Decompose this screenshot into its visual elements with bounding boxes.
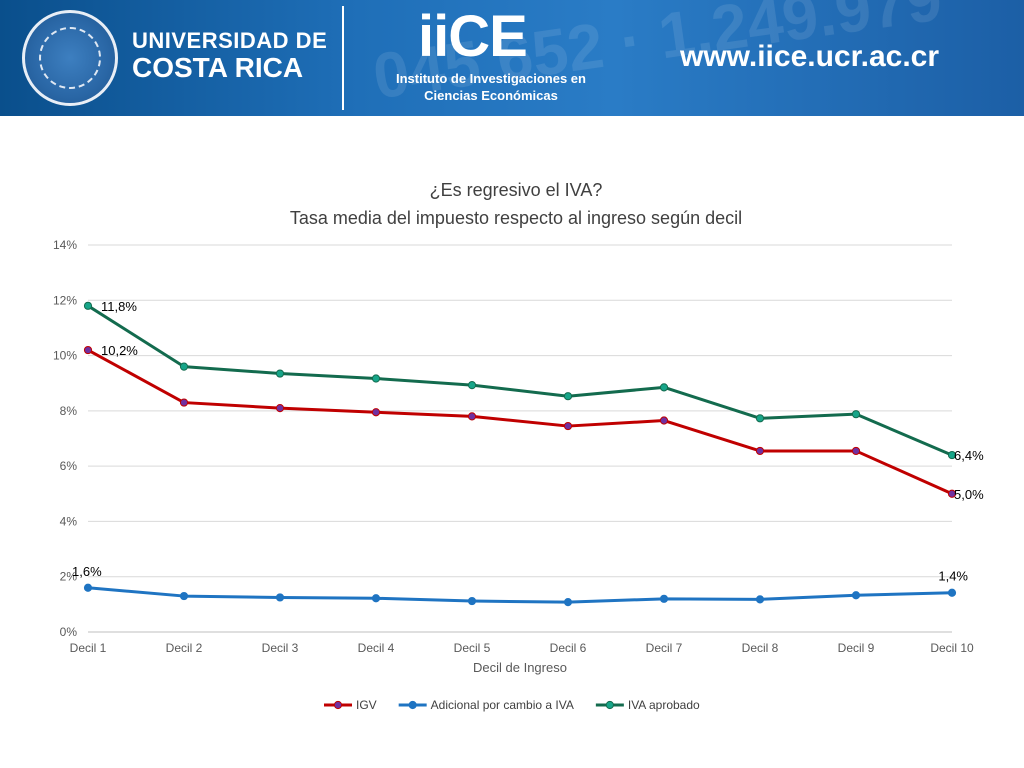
data-point (563, 392, 573, 401)
data-point (179, 362, 189, 371)
x-tick-label: Decil 5 (454, 641, 491, 655)
data-point (659, 416, 669, 425)
chart-title: ¿Es regresivo el IVA? (430, 180, 603, 200)
legend-item: IVA aprobado (595, 698, 700, 712)
data-point (275, 593, 285, 602)
data-point (467, 596, 477, 606)
y-tick-label: 0% (60, 625, 78, 639)
seal-ring (39, 27, 101, 89)
iice-logo: iiCE (418, 4, 528, 69)
data-label: 10,2% (101, 343, 138, 358)
x-tick-label: Decil 2 (166, 641, 203, 655)
line-chart: ¿Es regresivo el IVA? Tasa media del imp… (53, 180, 984, 712)
data-point (851, 591, 861, 600)
series-2 (83, 301, 957, 460)
legend-marker (333, 700, 343, 710)
data-point (83, 583, 93, 592)
legend-label: Adicional por cambio a IVA (431, 698, 574, 712)
data-point (947, 489, 957, 498)
series-line (87, 586, 953, 604)
series-1 (83, 583, 957, 607)
x-tick-label: Decil 6 (550, 641, 587, 655)
institute-name-line2: Ciencias Económicas (424, 88, 558, 103)
data-point (467, 381, 477, 390)
data-point (947, 450, 957, 460)
banner-divider (342, 6, 344, 110)
series-0 (83, 345, 957, 498)
data-point (83, 345, 93, 355)
y-tick-label: 2% (60, 570, 78, 584)
data-label: 6,4% (954, 448, 984, 463)
data-point (755, 595, 765, 604)
data-point (179, 398, 189, 407)
university-name-line1: UNIVERSIDAD DE (132, 28, 328, 53)
data-label: 1,4% (938, 569, 968, 584)
legend: IGV Adicional por cambio a IVA IVA aprobad… (324, 698, 700, 712)
legend-marker (408, 700, 417, 710)
x-axis-ticks: Decil 1 Decil 2 Decil 3 Decil 4 Decil 5 Decil… (70, 641, 974, 655)
x-tick-label: Decil 1 (70, 641, 107, 655)
data-point (947, 588, 957, 597)
x-tick-label: Decil 3 (262, 641, 299, 655)
data-point (755, 414, 765, 423)
y-axis-ticks: 0% 2% 4% 6% 8% 10% 12% 14% (53, 238, 77, 639)
legend-item: Adicional por cambio a IVA (398, 698, 574, 712)
data-point (659, 594, 669, 603)
x-tick-label: Decil 4 (358, 641, 395, 655)
x-tick-label: Decil 8 (742, 641, 779, 655)
legend-marker (605, 700, 614, 710)
x-tick-label: Decil 7 (646, 641, 683, 655)
institute-name-line1: Instituto de Investigaciones en (396, 71, 586, 86)
y-tick-label: 14% (53, 238, 77, 252)
university-seal-icon (22, 10, 118, 106)
institute-name: Instituto de Investigaciones en Ciencias… (374, 70, 608, 104)
data-label: 1,6% (72, 564, 102, 579)
y-tick-label: 8% (60, 404, 78, 418)
data-point (659, 383, 669, 392)
data-point (275, 369, 285, 378)
data-point (371, 374, 381, 383)
gridlines (88, 244, 952, 633)
data-label: 11,8% (101, 299, 137, 314)
data-point (563, 421, 573, 431)
data-labels: 10,2% 5,0% 1,6% 1,4% 11,8% 6,4% (72, 299, 984, 584)
legend-item: IGV (324, 698, 377, 712)
data-point (179, 591, 189, 601)
data-point (755, 446, 765, 456)
legend-label: IGV (356, 698, 377, 712)
series-lines (83, 301, 957, 607)
data-point (851, 446, 861, 456)
header-banner: 045 652 · 1.249.979 UNIVERSIDAD DE COSTA… (0, 0, 1024, 116)
x-tick-label: Decil 9 (838, 641, 875, 655)
data-label: 5,0% (954, 487, 984, 502)
university-name-line2: COSTA RICA (132, 52, 304, 83)
chart-subtitle: Tasa media del impuesto respecto al ingr… (290, 208, 742, 228)
x-axis-title: Decil de Ingreso (473, 660, 567, 675)
data-point (467, 412, 477, 421)
data-point (851, 410, 861, 419)
y-tick-label: 10% (53, 349, 77, 363)
university-name: UNIVERSIDAD DE COSTA RICA (132, 30, 327, 82)
series-line (87, 348, 953, 496)
data-point (275, 403, 285, 413)
series-line (87, 304, 953, 457)
y-tick-label: 6% (60, 459, 78, 473)
y-tick-label: 4% (60, 514, 78, 528)
data-point (83, 301, 93, 310)
website-url: www.iice.ucr.ac.cr (680, 40, 940, 73)
data-point (563, 598, 573, 607)
y-tick-label: 12% (53, 293, 77, 307)
legend-label: IVA aprobado (628, 698, 700, 712)
data-point (371, 408, 381, 417)
x-tick-label: Decil 10 (930, 641, 974, 655)
data-point (371, 594, 381, 603)
